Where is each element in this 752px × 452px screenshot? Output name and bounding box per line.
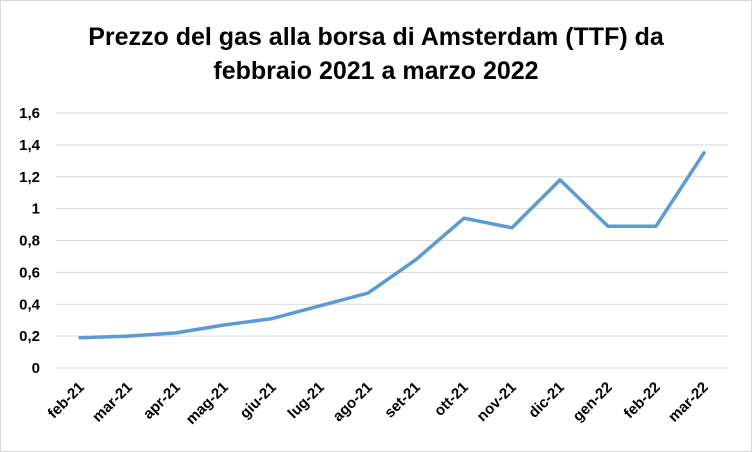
data-point xyxy=(126,334,130,338)
x-tick-label: mar-22 xyxy=(665,379,712,426)
x-tick-label: giu-21 xyxy=(237,379,280,422)
x-tick-label: lug-21 xyxy=(285,379,328,422)
y-tick-label: 0 xyxy=(32,360,40,377)
data-point xyxy=(174,331,178,335)
y-tick-label: 1,6 xyxy=(19,105,40,122)
series-line xyxy=(78,151,706,340)
x-tick-label: apr-21 xyxy=(140,379,184,423)
y-tick-label: 0,2 xyxy=(19,328,40,345)
x-tick-label: nov-21 xyxy=(474,379,520,425)
data-point xyxy=(270,317,274,321)
chart-title: Prezzo del gas alla borsa di Amsterdam (… xyxy=(0,20,752,88)
data-point xyxy=(606,224,610,228)
data-point xyxy=(414,258,418,262)
data-point xyxy=(702,151,706,155)
data-point xyxy=(462,216,466,220)
chart-title-line-1: Prezzo del gas alla borsa di Amsterdam (… xyxy=(88,23,664,51)
data-point xyxy=(318,304,322,308)
data-point xyxy=(222,323,226,327)
y-tick-label: 1 xyxy=(32,201,40,218)
y-tick-label: 1,4 xyxy=(19,137,41,154)
y-tick-label: 0,6 xyxy=(19,264,40,281)
x-tick-label: set-21 xyxy=(381,379,424,422)
data-point xyxy=(654,224,658,228)
x-tick-label: ago-21 xyxy=(330,379,376,425)
y-tick-label: 0,4 xyxy=(19,296,41,313)
data-point xyxy=(558,178,562,182)
data-point xyxy=(366,291,370,295)
x-tick-label: feb-22 xyxy=(621,379,664,422)
x-tick-label: mar-21 xyxy=(89,379,136,426)
x-tick-label: dic-21 xyxy=(525,379,568,422)
data-point xyxy=(78,336,82,340)
x-tick-label: feb-21 xyxy=(45,379,88,422)
x-tick-label: gen-22 xyxy=(570,379,616,425)
y-tick-label: 1,2 xyxy=(19,169,40,186)
data-point xyxy=(510,226,514,230)
y-tick-label: 0,8 xyxy=(19,233,40,250)
chart-title-line-2: febbraio 2021 a marzo 2022 xyxy=(213,57,539,85)
x-tick-label: mag-21 xyxy=(183,379,232,428)
x-tick-label: ott-21 xyxy=(431,379,472,420)
